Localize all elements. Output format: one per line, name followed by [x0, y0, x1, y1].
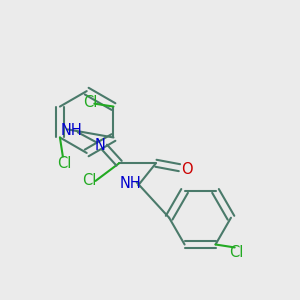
Text: NH: NH	[61, 123, 83, 138]
Text: NH: NH	[120, 176, 142, 191]
Text: Cl: Cl	[57, 156, 71, 171]
Text: N: N	[94, 138, 105, 153]
Text: Cl: Cl	[229, 245, 243, 260]
Text: Cl: Cl	[83, 95, 97, 110]
Text: Cl: Cl	[82, 173, 97, 188]
Text: O: O	[181, 162, 193, 177]
